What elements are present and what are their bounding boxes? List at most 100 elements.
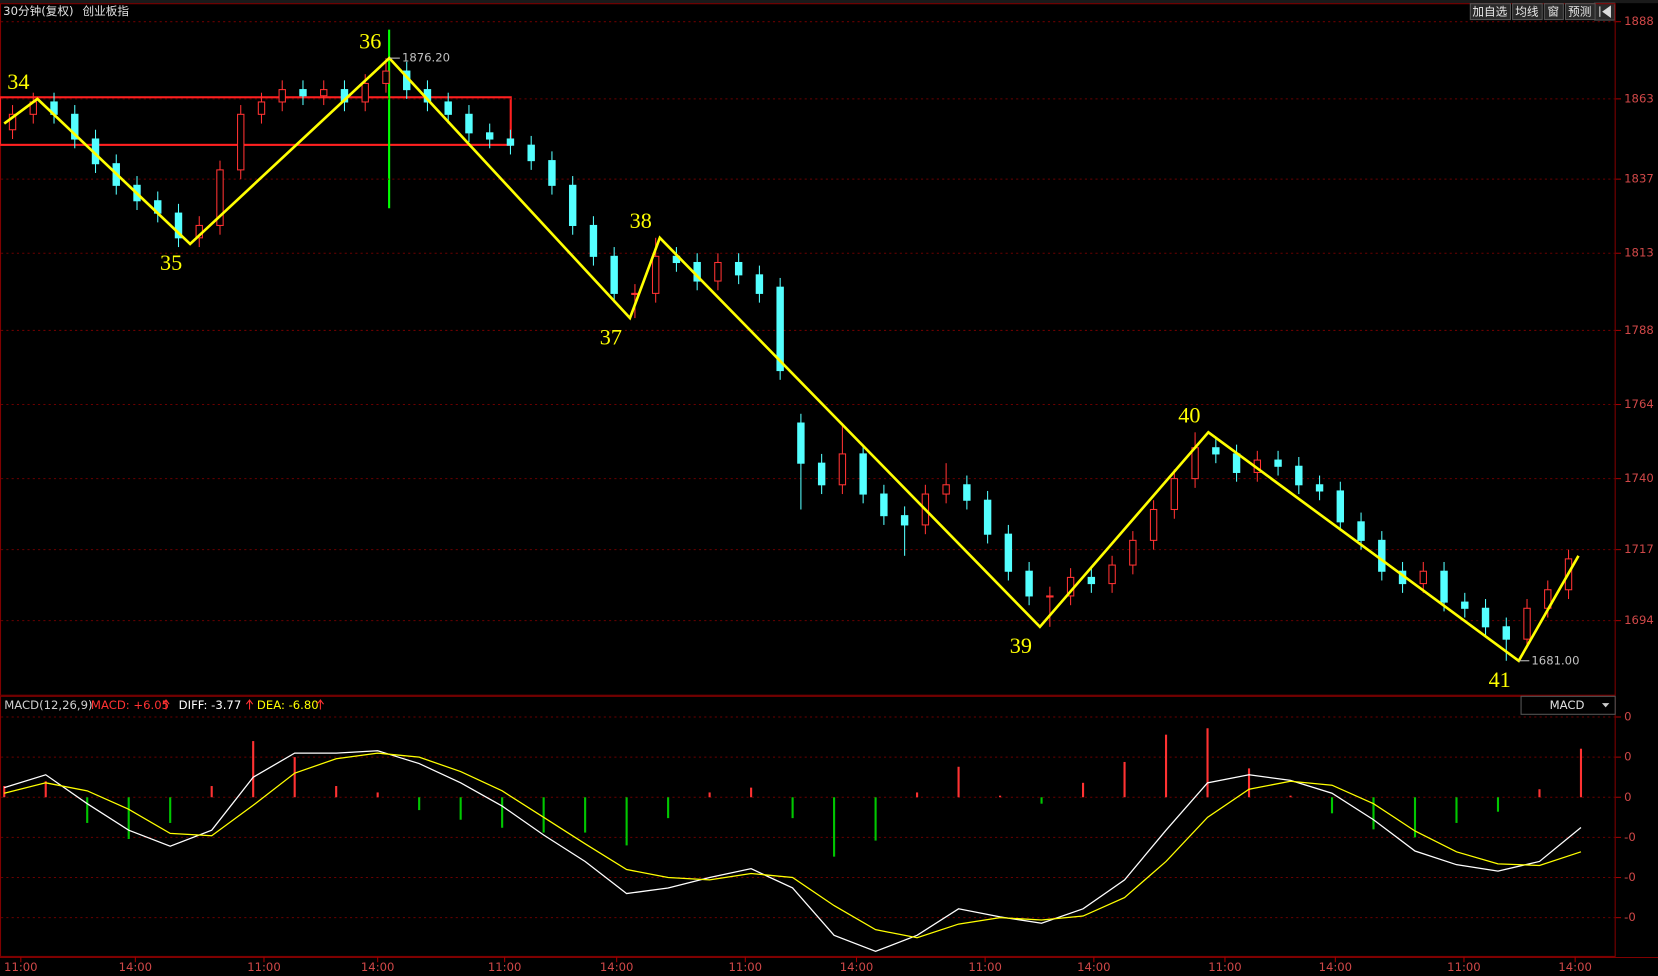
candle-body [174,212,183,239]
x-tick-label: 14:00 [840,960,874,974]
candle-body [237,113,245,171]
y-tick-label: 0 [1624,750,1631,764]
candle-body [1523,607,1531,640]
candle-body [797,422,805,464]
x-tick-label: 14:00 [119,960,153,974]
candle-body [568,184,577,226]
dropdown-icon [1601,703,1610,708]
toolbar-button-label: 加自选 [1472,5,1507,19]
y-tick-label: 0 [1624,790,1631,804]
candle-body [1419,570,1427,585]
candle-body [527,144,535,162]
pivot-label: 40 [1178,403,1200,428]
y-tick-label: 1740 [1624,471,1654,485]
candle-body [361,82,369,103]
candle-body [216,169,224,226]
toolbar-button[interactable] [1469,3,1512,21]
up-arrow [316,699,324,710]
y-tick-label: 1813 [1624,246,1654,260]
toolbar-button-label: 均线 [1515,5,1539,19]
indicator-selector[interactable] [1520,695,1616,715]
toolbar-button[interactable] [1564,3,1596,21]
candle-body [838,453,847,486]
y-tick-label: -0 [1624,870,1636,884]
candle-body [506,138,515,146]
range-box [0,96,512,146]
candle-body [900,515,909,526]
candle-body [548,160,556,186]
up-arrow [245,699,254,710]
candle-body [1108,564,1116,585]
macd-line [4,750,1582,953]
extreme-label: 1876.20 [402,51,450,65]
candle-body [1046,595,1054,598]
zigzag-line [3,56,1580,663]
x-tick-label: 14:00 [1558,960,1592,974]
x-tick-label: 11:00 [1208,960,1242,974]
candle-body [1481,607,1490,628]
candle-body [983,499,992,535]
candle-body [589,224,598,257]
candle-body [1232,453,1241,473]
x-tick-label: 14:00 [361,960,395,974]
candle-body [755,274,764,294]
candle-body [1378,539,1386,572]
y-tick-label: 1888 [1624,14,1654,28]
pivot-label: 35 [160,250,182,275]
x-tick-label: 11:00 [968,960,1002,974]
y-tick-label: 1837 [1624,172,1654,186]
y-tick-label: 1694 [1624,613,1654,627]
candle-body [942,484,950,495]
macd-panel-frame [0,695,1616,957]
candle-body [859,453,867,495]
x-tick-label: 14:00 [1077,960,1111,974]
candle-body [465,113,473,134]
candle-body [278,89,286,103]
pivot-label: 36 [359,28,381,53]
candle-body [1170,478,1179,511]
candle-body [485,132,494,140]
pivot-label: 38 [630,208,652,233]
candle-body [610,255,618,294]
candle-body [299,89,307,97]
y-tick-label: 1717 [1624,542,1654,556]
candle-body [651,255,660,294]
toolbar-button-label: 窗 [1547,5,1559,19]
macd-line [4,752,1582,939]
candle-body [631,292,639,295]
candle-body [1502,626,1510,640]
candle-body [1315,484,1324,492]
y-tick-label: -0 [1624,830,1636,844]
y-tick-label: -0 [1624,910,1636,924]
candle-body [963,484,971,501]
legend-macd: MACD: +6.05 [91,698,169,712]
indicator-selector-label: MACD [1550,698,1585,712]
candle-body [1461,601,1469,609]
candle-body [1191,447,1199,480]
pivot-label: 39 [1010,633,1032,658]
x-tick-label: 11:00 [1447,960,1481,974]
pivot-label: 34 [7,69,29,94]
macd-title: MACD(12,26,9) [4,698,92,712]
candle-body [776,286,784,372]
toggle-icon [1599,5,1611,18]
candle-body [320,89,328,97]
pivot-label: 37 [600,324,622,349]
toolbar-button[interactable] [1512,3,1543,21]
y-tick-label: 1764 [1624,397,1654,411]
toolbar-button[interactable] [1543,3,1564,21]
candle-body [714,261,722,282]
candle-body [71,113,79,140]
legend-dea: DEA: -6.80 [257,698,319,712]
candle-body [444,101,452,115]
candle-body [1025,570,1033,597]
x-tick-label: 14:00 [600,960,634,974]
symbol-label: 创业板指 [82,4,129,18]
candle-body [1129,539,1137,566]
toolbar-button-label: 预测 [1568,5,1591,19]
period-label: 30分钟(复权) [3,4,73,18]
candle-body [1004,533,1013,572]
